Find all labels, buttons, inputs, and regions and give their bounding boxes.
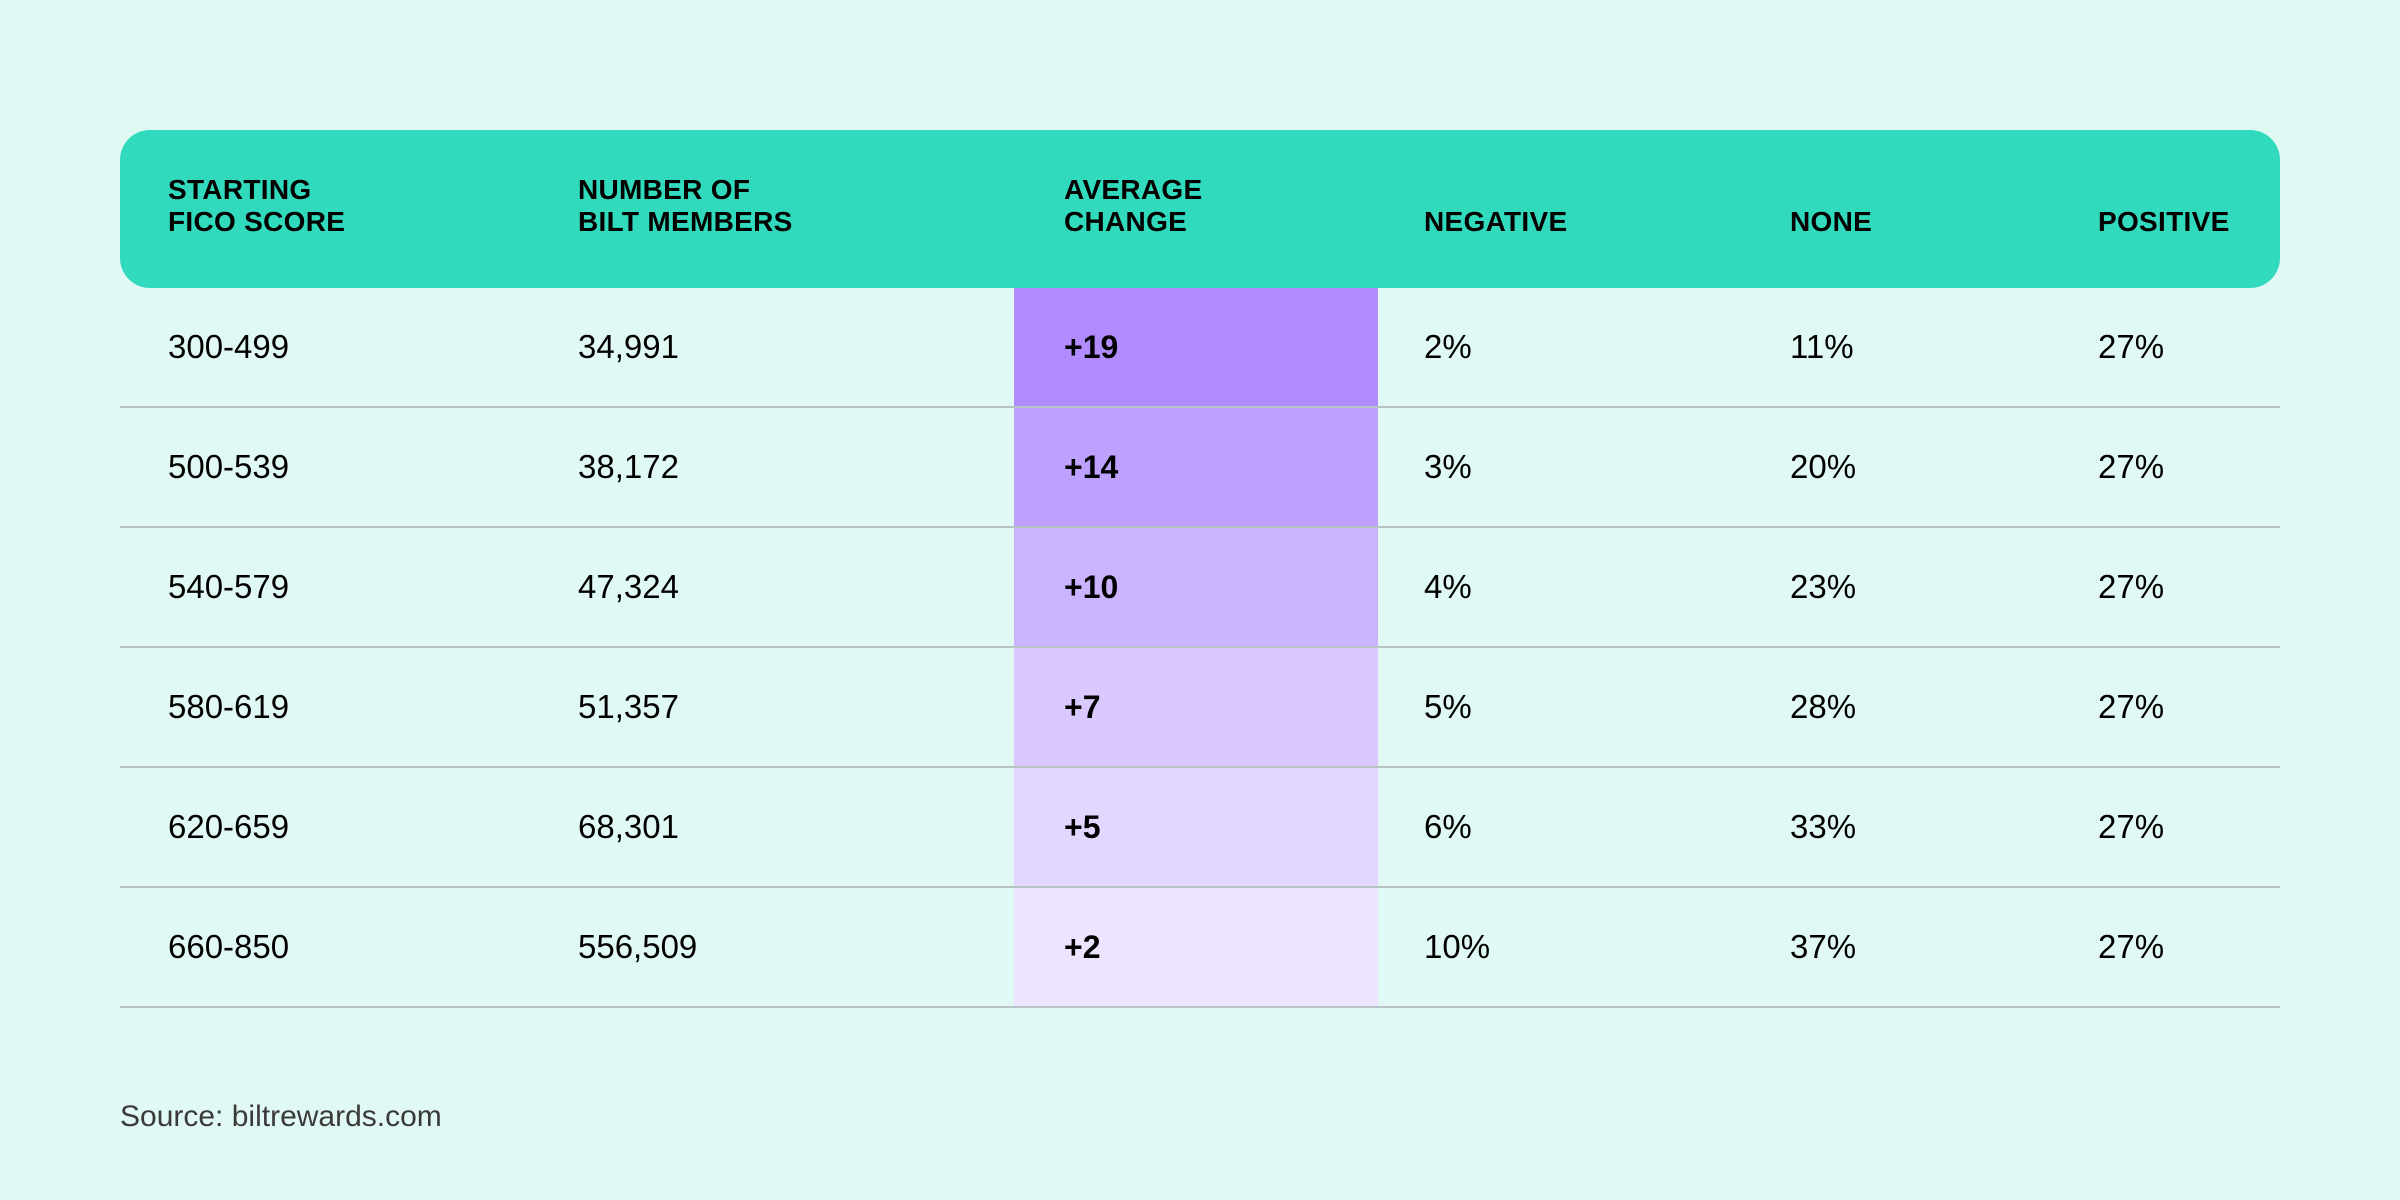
cell-number-of-bilt-members: 51,357	[578, 688, 679, 725]
cell-none: 23%	[1790, 568, 1857, 605]
cell-none: 20%	[1790, 448, 1857, 485]
header-starting-fico-score: STARTING FICO SCORE	[168, 174, 346, 237]
cell-average-change: +2	[1014, 888, 1378, 1006]
cell-positive: 27%	[2098, 328, 2165, 365]
cell-positive: 27%	[2098, 928, 2165, 965]
cell-starting-fico-score: 580-619	[168, 688, 290, 725]
cell-none: 37%	[1790, 928, 1857, 965]
cell-negative: 3%	[1424, 448, 1472, 485]
cell-positive: 27%	[2098, 568, 2165, 605]
cell-average-change: +19	[1014, 288, 1378, 406]
cell-number-of-bilt-members: 34,991	[578, 328, 679, 365]
cell-starting-fico-score: 660-850	[168, 928, 290, 965]
table-row: 300-499 34,991 +19 2% 11% 27%	[120, 288, 2280, 408]
header-negative: NEGATIVE	[1424, 206, 1568, 237]
table-row: 620-659 68,301 +5 6% 33% 27%	[120, 768, 2280, 888]
source-note: Source: biltrewards.com	[120, 1100, 442, 1133]
table-header: STARTING FICO SCORE NUMBER OF BILT MEMBER…	[120, 130, 2280, 288]
table-row: 580-619 51,357 +7 5% 28% 27%	[120, 648, 2280, 768]
cell-average-change: +5	[1014, 768, 1378, 886]
cell-negative: 2%	[1424, 328, 1472, 365]
cell-average-change: +14	[1014, 408, 1378, 526]
cell-starting-fico-score: 500-539	[168, 448, 290, 485]
cell-average-change: +10	[1014, 528, 1378, 646]
header-none: NONE	[1790, 206, 1873, 237]
cell-negative: 5%	[1424, 688, 1472, 725]
table-row: 500-539 38,172 +14 3% 20% 27%	[120, 408, 2280, 528]
cell-negative: 6%	[1424, 808, 1472, 845]
header-positive: POSITIVE	[2098, 206, 2230, 237]
cell-negative: 10%	[1424, 928, 1491, 965]
cell-number-of-bilt-members: 47,324	[578, 568, 679, 605]
cell-none: 11%	[1790, 328, 1854, 365]
cell-starting-fico-score: 300-499	[168, 328, 290, 365]
table-row: 660-850 556,509 +2 10% 37% 27%	[120, 888, 2280, 1008]
cell-positive: 27%	[2098, 808, 2165, 845]
cell-positive: 27%	[2098, 688, 2165, 725]
cell-number-of-bilt-members: 38,172	[578, 448, 679, 485]
cell-none: 28%	[1790, 688, 1857, 725]
header-average-change: AVERAGE CHANGE	[1064, 174, 1203, 237]
cell-starting-fico-score: 540-579	[168, 568, 290, 605]
cell-none: 33%	[1790, 808, 1857, 845]
cell-number-of-bilt-members: 556,509	[578, 928, 698, 965]
cell-starting-fico-score: 620-659	[168, 808, 290, 845]
cell-average-change: +7	[1014, 648, 1378, 766]
cell-negative: 4%	[1424, 568, 1472, 605]
header-number-of-bilt-members: NUMBER OF BILT MEMBERS	[578, 174, 793, 237]
cell-positive: 27%	[2098, 448, 2165, 485]
table-row: 540-579 47,324 +10 4% 23% 27%	[120, 528, 2280, 648]
cell-number-of-bilt-members: 68,301	[578, 808, 679, 845]
